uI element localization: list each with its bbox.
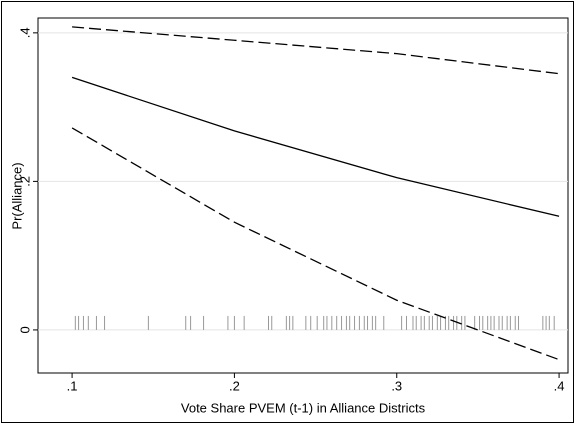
ci-line (72, 26, 560, 75)
x-axis-label: Vote Share PVEM (t-1) in Alliance Distri… (181, 400, 426, 415)
ci-line (71, 127, 560, 361)
x-tick-label: .4 (554, 378, 565, 393)
x-tick-label: .2 (229, 378, 240, 393)
y-tick-label: .4 (17, 27, 32, 38)
y-tick-label: .2 (17, 176, 32, 187)
x-tick-label: .3 (391, 378, 402, 393)
prediction-line (71, 76, 560, 217)
x-tick-label: .1 (67, 378, 78, 393)
y-tick-label: 0 (17, 326, 32, 333)
plot-area (37, 17, 569, 374)
y-axis-label: Pr(Alliance) (9, 162, 24, 229)
